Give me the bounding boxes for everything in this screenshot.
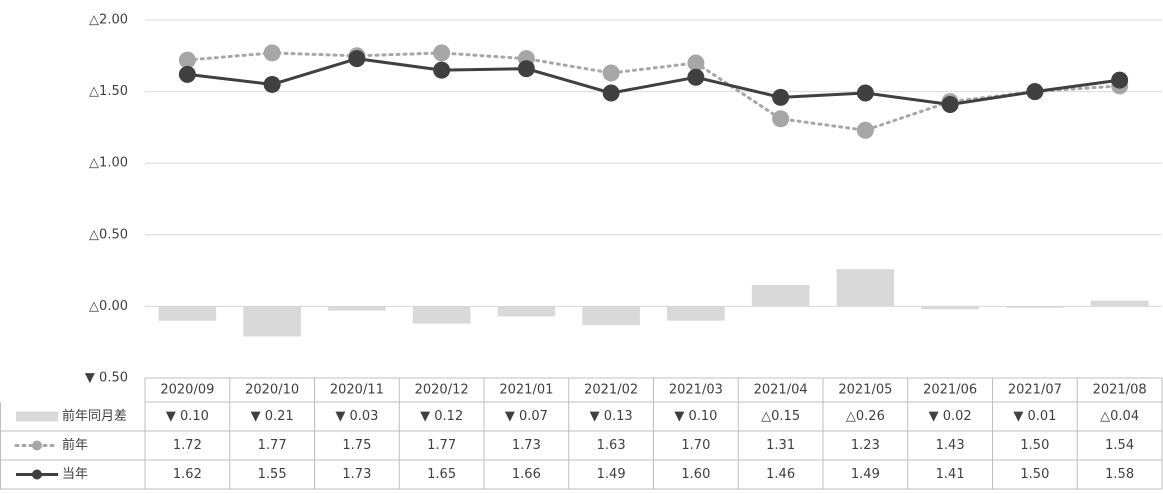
x-tick-label: 2020/11 xyxy=(330,383,384,398)
table-cell: 1.49 xyxy=(851,467,880,482)
table-cell: 1.62 xyxy=(173,467,202,482)
x-tick-label: 2021/06 xyxy=(923,383,977,398)
marker xyxy=(941,95,959,113)
marker xyxy=(687,68,705,86)
table-cell: 1.60 xyxy=(681,467,710,482)
table-cell: ▼ 0.13 xyxy=(590,409,633,424)
table-cell: 1.77 xyxy=(258,438,287,453)
marker xyxy=(348,50,366,68)
table-cell: △0.26 xyxy=(846,409,885,424)
marker xyxy=(433,61,451,79)
x-tick-label: 2021/07 xyxy=(1008,383,1062,398)
y-tick-label: △1.50 xyxy=(89,84,128,99)
table-cell: 1.77 xyxy=(427,438,456,453)
line xyxy=(185,51,1122,132)
legend-label: 前年 xyxy=(62,437,88,453)
marker xyxy=(517,60,535,78)
table-cell: 1.73 xyxy=(342,467,371,482)
table-cell: 1.66 xyxy=(512,467,541,482)
marker xyxy=(856,121,874,139)
table-cell: ▼ 0.21 xyxy=(251,409,294,424)
table-cell: ▼ 0.10 xyxy=(166,409,209,424)
x-tick-label: 2020/09 xyxy=(160,383,214,398)
legend-label: 前年同月差 xyxy=(62,408,127,424)
table-cell: 1.54 xyxy=(1105,438,1134,453)
table-cell: 1.41 xyxy=(936,467,965,482)
legend-marker xyxy=(32,440,42,451)
marker xyxy=(178,65,196,83)
table-cell: 1.63 xyxy=(597,438,626,453)
table-cell: 1.75 xyxy=(342,438,371,453)
table-cell: ▼ 0.03 xyxy=(335,409,378,424)
table-cell: 1.58 xyxy=(1105,467,1134,482)
marker xyxy=(1026,83,1044,101)
table-cell: 1.31 xyxy=(766,438,795,453)
bar xyxy=(836,269,895,307)
table-cell: 1.65 xyxy=(427,467,456,482)
x-tick-label: 2020/12 xyxy=(415,383,469,398)
table-cell: 1.70 xyxy=(681,438,710,453)
bar xyxy=(497,306,556,317)
x-tick-label: 2021/03 xyxy=(669,383,723,398)
marker xyxy=(687,54,705,72)
table-cell: 1.23 xyxy=(851,438,880,453)
line xyxy=(187,57,1120,107)
table-cell: △0.04 xyxy=(1100,409,1139,424)
y-tick-label: △1.00 xyxy=(89,156,128,171)
x-tick-label: 2021/02 xyxy=(584,383,638,398)
table-cell: 1.72 xyxy=(173,438,202,453)
marker xyxy=(856,84,874,102)
table-cell: 1.43 xyxy=(936,438,965,453)
marker xyxy=(602,84,620,102)
marker xyxy=(772,110,790,128)
legend-marker xyxy=(32,469,42,480)
table-cell: ▼ 0.02 xyxy=(929,409,972,424)
table-cell: ▼ 0.10 xyxy=(674,409,717,424)
bar xyxy=(412,306,471,324)
bar xyxy=(921,306,979,310)
marker xyxy=(772,88,790,106)
table-cell: ▼ 0.12 xyxy=(420,409,463,424)
table-cell: △0.15 xyxy=(761,409,800,424)
table-cell: ▼ 0.07 xyxy=(505,409,548,424)
y-tick-label: ▼ 0.50 xyxy=(85,371,128,386)
table-cell: 1.49 xyxy=(597,467,626,482)
legend-label: 当年 xyxy=(62,467,88,482)
bar xyxy=(328,306,386,311)
x-tick-label: 2021/08 xyxy=(1093,383,1147,398)
table-cell: ▼ 0.01 xyxy=(1013,409,1056,424)
bar xyxy=(1006,306,1064,308)
x-tick-label: 2021/05 xyxy=(838,383,892,398)
bar xyxy=(158,306,217,321)
x-tick-label: 2021/01 xyxy=(499,383,553,398)
table-cell: 1.55 xyxy=(258,467,287,482)
bar xyxy=(1090,300,1149,307)
y-tick-label: △0.00 xyxy=(89,299,128,314)
marker xyxy=(263,44,281,62)
table-cell: 1.73 xyxy=(512,438,541,453)
marker xyxy=(433,44,451,62)
x-tick-label: 2020/10 xyxy=(245,383,299,398)
bar xyxy=(243,306,301,337)
marker xyxy=(263,75,281,93)
marker xyxy=(178,51,196,69)
bar xyxy=(751,284,810,307)
y-tick-label: △0.50 xyxy=(89,227,128,242)
table-cell: 1.50 xyxy=(1020,467,1049,482)
legend-swatch xyxy=(16,411,58,422)
table-cell: 1.50 xyxy=(1020,438,1049,453)
bar xyxy=(667,306,725,321)
table-cell: 1.46 xyxy=(766,467,795,482)
marker xyxy=(1111,71,1129,89)
marker xyxy=(602,64,620,82)
x-tick-label: 2021/04 xyxy=(754,383,808,398)
y-tick-label: △2.00 xyxy=(89,13,128,28)
bar xyxy=(582,306,640,326)
